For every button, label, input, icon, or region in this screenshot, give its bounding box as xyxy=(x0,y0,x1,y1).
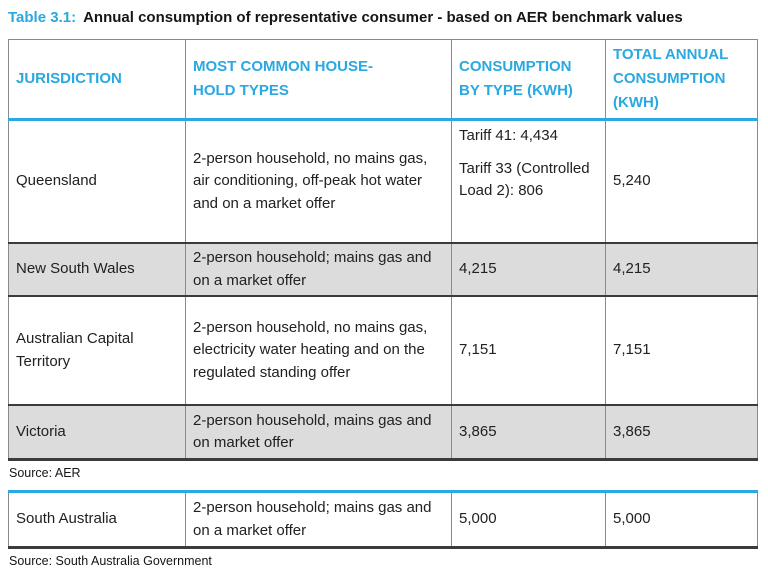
cell-jurisdiction: Queensland xyxy=(8,119,186,244)
south-australia-table: South Australia 2-person household; main… xyxy=(8,490,758,549)
cell-jurisdiction: Victoria xyxy=(8,404,186,461)
column-header-total-annual-consumption: TOTAL ANNUAL CONSUMPTION (KWH) xyxy=(605,39,758,121)
cell-consumption-by-type: 3,865 xyxy=(451,404,606,461)
column-header-household-types: MOST COMMON HOUSE- HOLD TYPES xyxy=(185,39,452,121)
table-row-queensland: Queensland 2-person household, no mains … xyxy=(8,119,758,244)
cell-total-consumption: 5,000 xyxy=(605,490,758,549)
cell-consumption-by-type: 4,215 xyxy=(451,242,606,297)
table-row-south-australia: South Australia 2-person household; main… xyxy=(8,490,758,549)
cell-household-type: 2-person household; mains gas and on a m… xyxy=(185,490,452,549)
header-row: JURISDICTION MOST COMMON HOUSE- HOLD TYP… xyxy=(8,39,758,121)
source-note-sa: Source: South Australia Government xyxy=(9,554,212,568)
cell-household-type: 2-person household, no mains gas, air co… xyxy=(185,119,452,244)
tariff-line: Tariff 33 (Controlled Load 2): 806 xyxy=(459,159,590,200)
column-header-consumption-by-type: CONSUMPTION BY TYPE (KWH) xyxy=(451,39,606,121)
table-caption: Table 3.1: Annual consumption of represen… xyxy=(8,9,760,26)
source-note-aer: Source: AER xyxy=(9,466,81,480)
aer-benchmark-table: JURISDICTION MOST COMMON HOUSE- HOLD TYP… xyxy=(8,39,758,461)
column-header-jurisdiction: JURISDICTION xyxy=(8,39,186,121)
cell-jurisdiction: New South Wales xyxy=(8,242,186,297)
cell-household-type: 2-person household, no mains gas, electr… xyxy=(185,295,452,406)
cell-household-type: 2-person household, mains gas and on mar… xyxy=(185,404,452,461)
cell-consumption-by-type: Tariff 41: 4,434 Tariff 33 (Controlled L… xyxy=(451,119,606,244)
table-caption-number: Table 3.1: xyxy=(8,9,77,26)
cell-total-consumption: 5,240 xyxy=(605,119,758,244)
table-caption-text: Annual consumption of representative con… xyxy=(83,9,683,26)
tariff-line: Tariff 41: 4,434 xyxy=(459,127,558,144)
cell-household-type: 2-person household; mains gas and on a m… xyxy=(185,242,452,297)
cell-total-consumption: 4,215 xyxy=(605,242,758,297)
table-row-victoria: Victoria 2-person household, mains gas a… xyxy=(8,404,758,461)
table-row-australian-capital-territory: Australian Capital Territory 2-person ho… xyxy=(8,295,758,406)
cell-consumption-by-type: 7,151 xyxy=(451,295,606,406)
table-row-new-south-wales: New South Wales 2-person household; main… xyxy=(8,242,758,297)
cell-total-consumption: 3,865 xyxy=(605,404,758,461)
cell-consumption-by-type: 5,000 xyxy=(451,490,606,549)
cell-jurisdiction: Australian Capital Territory xyxy=(8,295,186,406)
cell-total-consumption: 7,151 xyxy=(605,295,758,406)
cell-jurisdiction: South Australia xyxy=(8,490,186,549)
